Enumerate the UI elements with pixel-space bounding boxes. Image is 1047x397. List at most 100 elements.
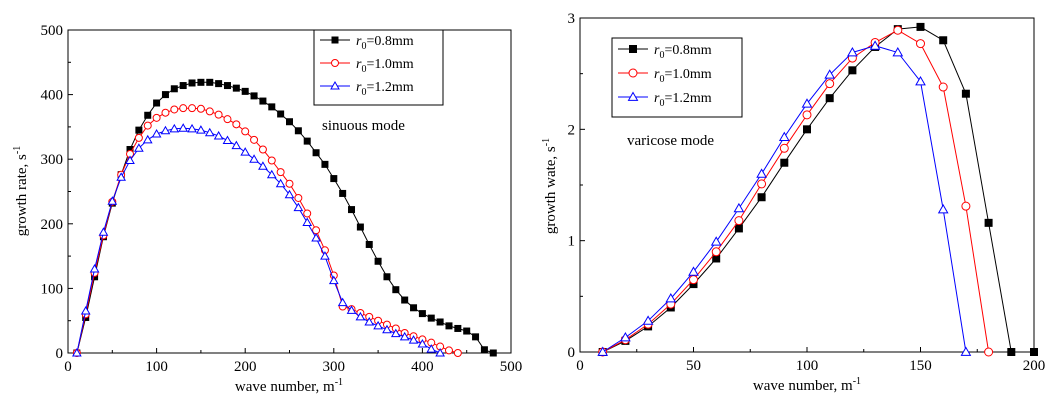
series-line bbox=[76, 81, 494, 354]
data-point bbox=[179, 82, 187, 90]
data-point bbox=[356, 223, 364, 231]
data-point bbox=[779, 143, 789, 153]
data-point bbox=[240, 147, 251, 156]
data-point bbox=[268, 103, 276, 111]
data-point bbox=[382, 324, 392, 334]
data-point bbox=[231, 140, 242, 150]
data-point bbox=[984, 218, 993, 227]
data-point bbox=[711, 247, 721, 257]
data-point bbox=[364, 316, 375, 326]
data-point bbox=[312, 149, 320, 157]
data-point bbox=[98, 227, 109, 236]
x-tick-label: 400 bbox=[411, 359, 434, 375]
y-tick-label: 400 bbox=[41, 88, 64, 104]
data-point bbox=[170, 85, 178, 93]
data-point bbox=[223, 115, 232, 124]
data-point bbox=[445, 322, 453, 330]
data-point bbox=[259, 97, 267, 105]
x-axis-label: wave number, m-1 bbox=[235, 377, 343, 395]
data-point bbox=[188, 79, 196, 87]
data-point bbox=[463, 327, 471, 335]
data-point bbox=[418, 310, 426, 318]
data-point bbox=[778, 131, 790, 142]
legend-marker bbox=[627, 91, 639, 101]
data-point bbox=[453, 349, 462, 357]
x-axis-label-text: wave number, m bbox=[753, 378, 853, 394]
data-point bbox=[847, 47, 858, 57]
x-tick-label: 0 bbox=[64, 359, 72, 375]
y-tick-label: 100 bbox=[41, 281, 64, 297]
data-point bbox=[916, 39, 925, 49]
data-point bbox=[125, 155, 135, 164]
data-point bbox=[161, 108, 170, 117]
y-tick-label: 0 bbox=[56, 346, 64, 362]
legend-label: r0=1.2mm bbox=[654, 91, 712, 109]
data-point bbox=[178, 123, 189, 132]
data-point bbox=[597, 346, 609, 356]
data-point bbox=[294, 193, 303, 202]
data-point bbox=[734, 224, 743, 233]
legend-label: r0=0.8mm bbox=[356, 34, 414, 52]
data-point bbox=[984, 347, 994, 357]
series-2 bbox=[72, 104, 462, 357]
data-point bbox=[267, 156, 276, 165]
y-tick-label: 3 bbox=[568, 11, 576, 27]
data-point bbox=[153, 99, 161, 107]
data-point bbox=[937, 203, 949, 214]
data-point bbox=[258, 145, 267, 154]
y-axis-label-sup: -1 bbox=[541, 138, 552, 146]
y-tick-label: 2 bbox=[568, 122, 576, 138]
data-point bbox=[197, 78, 205, 86]
series-3 bbox=[71, 123, 445, 357]
data-point bbox=[311, 233, 321, 242]
series-line bbox=[602, 29, 990, 353]
y-tick-label: 0 bbox=[568, 345, 576, 361]
data-point bbox=[961, 201, 971, 211]
data-point bbox=[893, 25, 903, 35]
series-line bbox=[76, 107, 458, 354]
data-point bbox=[284, 189, 295, 199]
data-point bbox=[757, 179, 767, 189]
data-point bbox=[151, 128, 162, 138]
data-point bbox=[286, 118, 293, 126]
data-point bbox=[196, 125, 206, 134]
x-tick-label: 100 bbox=[145, 359, 168, 375]
data-point bbox=[206, 78, 214, 86]
data-point bbox=[427, 314, 435, 322]
y-tick-label: 1 bbox=[568, 234, 576, 250]
y-axis-label: growth wate, s-1 bbox=[541, 138, 559, 234]
data-point bbox=[373, 320, 383, 330]
x-axis-label-text: wave number, m bbox=[235, 379, 335, 395]
x-axis-label: wave number, m-1 bbox=[753, 376, 861, 394]
legend-label: r0=1.2mm bbox=[356, 80, 414, 98]
data-point bbox=[213, 130, 224, 140]
data-point bbox=[107, 196, 118, 205]
x-tick-label: 0 bbox=[576, 358, 584, 374]
data-point bbox=[348, 206, 356, 214]
data-point bbox=[320, 251, 330, 260]
data-point bbox=[80, 306, 91, 315]
data-point bbox=[365, 240, 373, 248]
data-point bbox=[426, 344, 437, 353]
data-point bbox=[803, 125, 811, 134]
data-point bbox=[303, 209, 312, 218]
data-point bbox=[266, 169, 277, 179]
data-point bbox=[258, 161, 268, 170]
data-point bbox=[489, 349, 497, 357]
data-point bbox=[620, 332, 631, 342]
x-tick-label: 500 bbox=[500, 359, 523, 375]
data-point bbox=[161, 91, 169, 99]
data-point bbox=[205, 107, 214, 116]
data-point bbox=[116, 172, 127, 181]
data-point bbox=[196, 104, 205, 113]
data-point bbox=[892, 47, 904, 57]
data-point bbox=[417, 338, 428, 348]
y-tick-label: 300 bbox=[41, 152, 64, 168]
series-3 bbox=[597, 40, 972, 356]
data-point bbox=[1007, 348, 1016, 356]
data-point bbox=[780, 158, 789, 167]
data-point bbox=[824, 69, 836, 79]
data-point bbox=[801, 98, 813, 108]
data-point bbox=[232, 120, 241, 129]
